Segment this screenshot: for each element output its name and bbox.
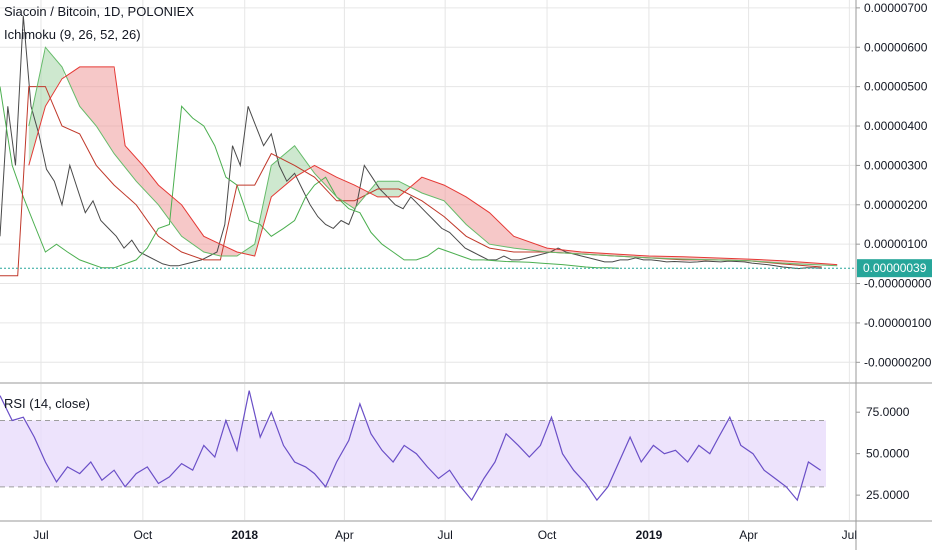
- y-tick-label: 0.00000400: [864, 119, 928, 133]
- y-tick-label: -0.00000100: [864, 316, 932, 330]
- rsi-y-tick-label: 25.0000: [866, 488, 910, 502]
- rsi-indicator-label[interactable]: RSI (14, close): [4, 396, 90, 411]
- y-tick-label: -0.00000200: [864, 355, 932, 369]
- ichimoku-cloud: [28, 48, 838, 266]
- last-price-label: 0.00000039: [863, 261, 927, 275]
- series-line-lagging: [0, 86, 620, 269]
- cloud-bearish: [312, 165, 368, 209]
- series-line-lead-b: [28, 66, 838, 266]
- symbol-title[interactable]: Siacoin / Bitcoin, 1D, POLONIEX: [4, 4, 195, 19]
- series-line-price: [0, 15, 822, 270]
- rsi-line: [0, 390, 821, 502]
- x-tick-label: Jul: [437, 528, 452, 542]
- y-tick-label: 0.00000100: [864, 237, 928, 251]
- x-tick-label: 2018: [231, 528, 258, 542]
- y-tick-label: 0.00000600: [864, 40, 928, 54]
- rsi-band: [0, 420, 826, 487]
- x-tick-label: Oct: [538, 528, 557, 542]
- x-tick-label: Oct: [134, 528, 153, 542]
- x-tick-label: Apr: [335, 528, 354, 542]
- x-tick-label: Jul: [33, 528, 48, 542]
- rsi-pane: [0, 390, 826, 502]
- cloud-bearish: [66, 66, 240, 257]
- y-tick-label: 0.00000500: [864, 80, 928, 94]
- cloud-bullish: [241, 145, 311, 256]
- rsi-y-tick-label: 50.0000: [866, 447, 910, 461]
- last-price-badge: [857, 259, 932, 278]
- cloud-bearish: [411, 177, 838, 266]
- main-grid: [0, 0, 856, 382]
- rsi-y-tick-label: 75.0000: [866, 405, 910, 419]
- x-tick-label: Apr: [739, 528, 758, 542]
- y-tick-label: 0.00000300: [864, 158, 928, 172]
- cloud-bullish: [28, 48, 65, 166]
- y-tick-label: 0.00000200: [864, 198, 928, 212]
- x-tick-label: 2019: [636, 528, 663, 542]
- series-line-lead-a: [28, 46, 838, 267]
- series-lines: [0, 15, 856, 277]
- x-tick-label: Jul: [842, 528, 857, 542]
- y-tick-label: 0.00000700: [864, 1, 928, 15]
- ichimoku-indicator-label[interactable]: Ichimoku (9, 26, 52, 26): [4, 27, 141, 42]
- y-tick-label: -0.00000000: [864, 277, 932, 291]
